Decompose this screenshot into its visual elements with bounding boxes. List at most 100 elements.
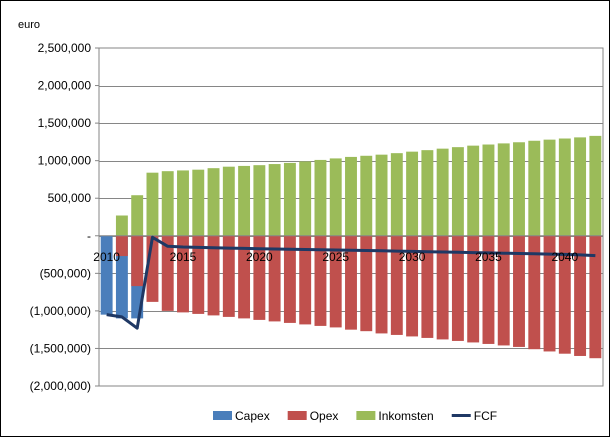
line-fcf xyxy=(106,235,596,330)
bar-inkomsten xyxy=(451,147,464,236)
legend-item-opex: Opex xyxy=(287,409,339,423)
bar-inkomsten xyxy=(299,161,312,236)
bar-inkomsten xyxy=(513,142,525,236)
bar-inkomsten xyxy=(482,144,495,236)
bar-capex xyxy=(115,235,128,319)
bar-opex xyxy=(131,235,144,287)
bar-opex xyxy=(314,235,327,326)
bar-opex xyxy=(268,235,281,322)
y-tick-label: (500,000) xyxy=(40,266,91,280)
bar-inkomsten xyxy=(528,140,541,236)
legend-label: Capex xyxy=(235,409,270,423)
bar-inkomsten xyxy=(115,215,128,236)
bar-inkomsten xyxy=(574,137,587,236)
bar-opex xyxy=(451,235,464,341)
y-tick-label: 2,500,000 xyxy=(38,41,92,55)
legend-label: Inkomsten xyxy=(378,409,433,423)
bar-opex xyxy=(467,235,480,343)
x-tick-label: 2025 xyxy=(322,250,349,264)
bar-inkomsten xyxy=(268,164,281,236)
legend-item-fcf: FCF xyxy=(451,409,497,423)
y-tick-label: 500,000 xyxy=(48,191,92,205)
bar-inkomsten xyxy=(177,170,189,236)
x-tick-label: 2040 xyxy=(551,250,578,264)
bar-opex xyxy=(513,235,525,347)
bar-opex xyxy=(436,235,449,340)
y-tick-label: (1,500,000) xyxy=(30,341,91,355)
bar-inkomsten xyxy=(375,154,388,236)
bar-opex xyxy=(329,235,342,328)
bar-inkomsten xyxy=(589,135,602,236)
bar-opex xyxy=(177,235,189,313)
bar-opex xyxy=(421,235,434,338)
legend: Capex Opex Inkomsten FCF xyxy=(213,409,497,423)
bar-opex xyxy=(406,235,419,337)
fcf-line xyxy=(106,235,596,330)
bar-inkomsten xyxy=(222,166,235,236)
bar-inkomsten xyxy=(436,148,449,236)
y-tick-label: 1,500,000 xyxy=(38,116,92,130)
bar-inkomsten xyxy=(390,153,403,236)
bar-inkomsten xyxy=(421,150,434,236)
y-unit-label: euro xyxy=(18,19,40,31)
bar-opex xyxy=(497,235,510,346)
legend-item-capex: Capex xyxy=(213,409,270,423)
bar-inkomsten xyxy=(543,139,556,236)
bar-capex xyxy=(100,235,113,315)
bar-opex xyxy=(207,235,220,316)
bar-inkomsten xyxy=(283,162,296,236)
bar-opex xyxy=(146,235,159,302)
bar-opex xyxy=(589,235,602,359)
bar-opex xyxy=(482,235,495,344)
bar-opex xyxy=(238,235,251,319)
legend-swatch xyxy=(213,411,232,420)
bar-opex xyxy=(222,235,235,317)
bar-inkomsten xyxy=(360,155,373,236)
y-tick-label: 1,000,000 xyxy=(38,154,92,168)
legend-label: Opex xyxy=(310,409,339,423)
bar-inkomsten xyxy=(207,168,220,236)
bar-opex xyxy=(345,235,357,330)
legend-label: FCF xyxy=(474,409,497,423)
x-tick-label: 2010 xyxy=(93,250,120,264)
bar-opex xyxy=(115,235,128,257)
x-tick-label: 2035 xyxy=(475,250,502,264)
bar-inkomsten xyxy=(161,171,174,236)
bar-inkomsten xyxy=(497,143,510,236)
bar-inkomsten xyxy=(146,172,159,236)
bar-opex xyxy=(543,235,556,352)
x-axis: 2010 2015 2020 2025 2030 2035 2040 xyxy=(93,250,578,264)
bar-opex xyxy=(360,235,373,332)
bar-opex xyxy=(192,235,205,314)
plot-area xyxy=(98,47,604,387)
x-tick-label: 2020 xyxy=(246,250,273,264)
bar-inkomsten xyxy=(238,165,251,236)
bar-inkomsten xyxy=(253,165,266,236)
bar-inkomsten xyxy=(314,159,327,236)
bar-inkomsten xyxy=(192,169,205,236)
bar-inkomsten xyxy=(558,138,571,236)
bar-inkomsten xyxy=(345,156,357,236)
y-tick-label: - xyxy=(87,229,91,243)
bar-opex xyxy=(574,235,587,356)
bar-inkomsten xyxy=(131,195,144,236)
bar-opex xyxy=(283,235,296,323)
bars xyxy=(99,135,603,359)
y-tick-label: (1,000,000) xyxy=(30,304,91,318)
bar-opex xyxy=(253,235,266,320)
bar-opex xyxy=(375,235,388,334)
bar-opex xyxy=(161,235,174,311)
y-axis: 2,500,000 2,000,000 1,500,000 1,000,000 500,… xyxy=(30,41,99,393)
bar-opex xyxy=(528,235,541,350)
bar-opex xyxy=(390,235,403,335)
x-tick-label: 2030 xyxy=(399,250,426,264)
legend-swatch xyxy=(287,411,307,420)
bar-inkomsten xyxy=(329,158,342,236)
bar-opex xyxy=(558,235,571,354)
legend-item-inkomsten: Inkomsten xyxy=(356,409,434,423)
bar-inkomsten xyxy=(406,151,419,236)
legend-swatch xyxy=(356,411,376,420)
x-tick-label: 2015 xyxy=(170,250,197,264)
y-tick-label: 2,000,000 xyxy=(38,79,92,93)
